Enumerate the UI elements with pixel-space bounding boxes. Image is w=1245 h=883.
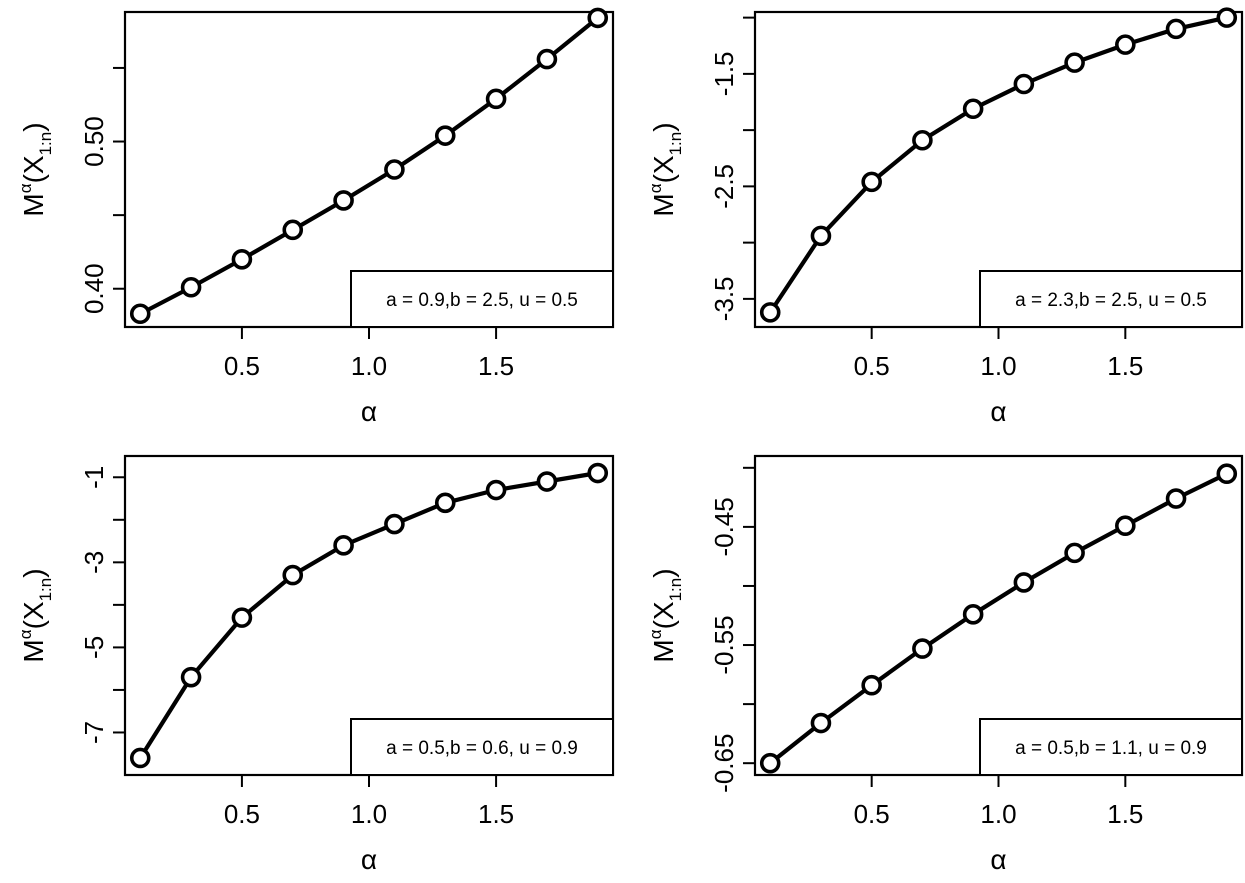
series-line <box>138 470 600 761</box>
series-line <box>768 471 1229 766</box>
x-tick-label: 0.5 <box>224 351 260 381</box>
data-point <box>912 638 933 659</box>
series-line <box>768 15 1229 315</box>
x-axis-title: α <box>361 844 377 875</box>
data-point <box>129 747 151 769</box>
data-point <box>1115 515 1136 537</box>
x-tick-label: 1.5 <box>478 799 514 829</box>
legend-label: a = 2.3,b = 2.5, u = 0.5 <box>1015 290 1207 311</box>
data-point <box>759 752 781 774</box>
data-point <box>536 48 558 70</box>
x-tick-label: 1.0 <box>351 799 387 829</box>
x-tick-label: 1.0 <box>980 351 1016 381</box>
data-point <box>587 7 609 29</box>
y-tick-label: -3 <box>79 551 109 574</box>
y-axis-title: Mα(X1:n) <box>646 568 685 662</box>
data-point <box>962 604 984 625</box>
legend-label: a = 0.5,b = 0.6, u = 0.9 <box>386 738 578 759</box>
data-point <box>231 607 253 628</box>
y-tick-label: 0.50 <box>79 116 109 167</box>
chart-panel-1: 0.5 1.0 1.5 0.40 0.50 α Mα(X1:n) a = 0.9,b = 2.… <box>16 7 615 427</box>
x-tick-label: 1.5 <box>478 351 514 381</box>
data-point <box>1165 488 1187 509</box>
data-point <box>434 492 456 514</box>
data-point <box>912 129 933 151</box>
x-tick-label: 1.0 <box>351 351 387 381</box>
data-point <box>1216 463 1238 485</box>
data-point <box>1013 73 1035 95</box>
y-axis-title: Mα(X1:n) <box>646 122 685 216</box>
data-point <box>1216 7 1238 28</box>
legend-box <box>979 270 1243 328</box>
data-point <box>536 471 558 492</box>
data-point <box>282 564 304 586</box>
y-axis-title: Mα(X1:n) <box>16 568 55 662</box>
data-point <box>759 302 781 323</box>
chart-panel-2: 0.5 1.0 1.5 -3.5 -2.5 -1.5 α Mα(X1:n) a = 2.3,b … <box>646 7 1244 427</box>
chart-panel-4: 0.5 1.0 1.5 -0.65 -0.55 -0.45 α Mα(X1:n) a = 0.5… <box>646 454 1244 875</box>
data-point <box>333 535 354 556</box>
x-tick-label: 1.5 <box>1107 799 1143 829</box>
y-tick-label: -0.55 <box>709 615 739 674</box>
data-point <box>1115 34 1136 55</box>
y-tick-label: -1.5 <box>709 51 739 96</box>
data-point <box>810 712 832 734</box>
legend-label: a = 0.5,b = 1.1, u = 0.9 <box>1015 738 1207 759</box>
data-point <box>129 303 151 325</box>
data-point <box>434 125 456 146</box>
x-tick-label: 1.5 <box>1107 351 1143 381</box>
y-tick-label: 0.40 <box>79 263 109 314</box>
y-tick-label: -5 <box>79 636 109 659</box>
x-axis-title: α <box>990 844 1006 875</box>
data-point <box>485 479 507 501</box>
data-point <box>1165 18 1187 40</box>
legend-box <box>979 718 1243 776</box>
x-tick-label: 0.5 <box>854 799 890 829</box>
data-point <box>587 462 609 484</box>
data-point <box>333 190 354 211</box>
y-axis-title: Mα(X1:n) <box>16 122 55 216</box>
data-point <box>861 674 882 696</box>
data-point <box>180 666 202 688</box>
x-axis-title: α <box>361 396 377 427</box>
chart-panel-3: 0.5 1.0 1.5 -7 -5 -3 -1 α Mα(X1:n) a = 0.5,b = 0.… <box>16 454 615 875</box>
y-tick-label: -0.65 <box>709 734 739 793</box>
data-point <box>810 225 832 247</box>
y-tick-label: -1 <box>79 466 109 489</box>
data-point <box>485 88 507 110</box>
x-tick-label: 0.5 <box>854 351 890 381</box>
data-point <box>282 219 304 241</box>
data-point <box>231 248 253 270</box>
series-line <box>138 15 600 316</box>
data-point <box>1013 572 1035 593</box>
x-axis-title: α <box>990 396 1006 427</box>
legend-box <box>350 270 614 328</box>
data-point <box>1064 542 1085 564</box>
legend-box <box>350 718 614 776</box>
data-point <box>180 276 202 298</box>
data-point <box>1064 52 1085 73</box>
data-point <box>384 159 405 180</box>
legend-label: a = 0.9,b = 2.5, u = 0.5 <box>386 290 578 311</box>
y-tick-label: -7 <box>79 721 109 744</box>
y-tick-label: -2.5 <box>709 164 739 209</box>
data-point <box>962 98 984 120</box>
y-tick-label: -3.5 <box>709 276 739 321</box>
y-tick-label: -0.45 <box>709 497 739 556</box>
x-tick-label: 1.0 <box>980 799 1016 829</box>
data-point <box>861 171 882 193</box>
data-point <box>384 513 405 535</box>
x-tick-label: 0.5 <box>224 799 260 829</box>
